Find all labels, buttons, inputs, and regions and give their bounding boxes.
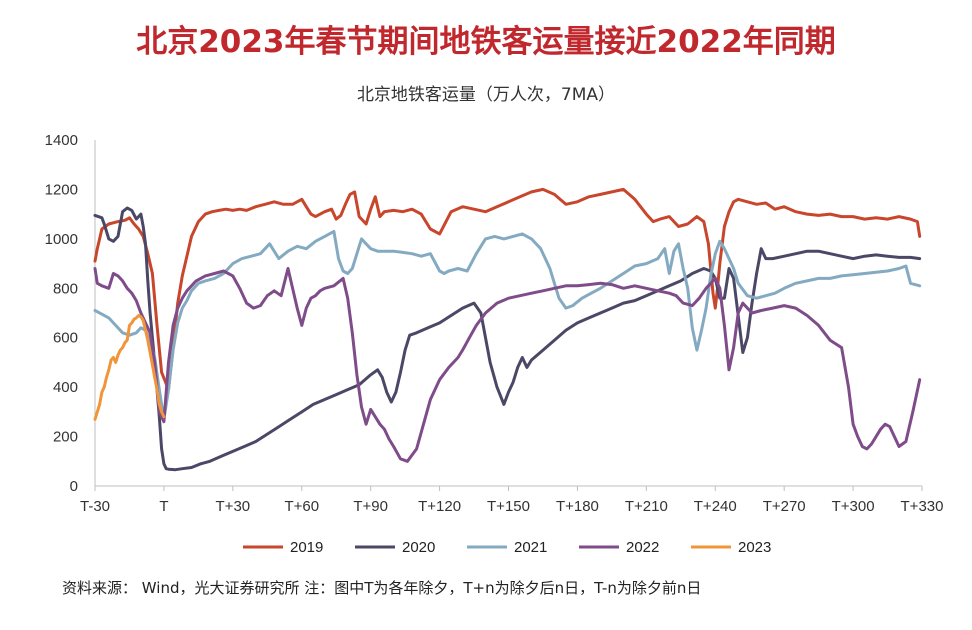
series-lines (93, 187, 922, 472)
source-note: 资料来源： Wind，光大证券研究所 注：图中T为各年除夕，T+n为除夕后n日，… (62, 579, 702, 597)
y-tick-label: 200 (53, 429, 78, 446)
legend-label-2023: 2023 (738, 539, 771, 556)
chart-title: 北京2023年春节期间地铁客运量接近2022年同期 (136, 24, 836, 60)
legend-label-2022: 2022 (626, 539, 659, 556)
y-tick-label: 600 (53, 330, 78, 347)
x-tick-label: T+60 (284, 498, 319, 515)
y-tick-label: 0 (70, 478, 78, 495)
x-tick-label: T+90 (353, 498, 388, 515)
x-tick-label: T+270 (763, 498, 806, 515)
y-tick-label: 800 (53, 280, 78, 297)
series-line-2020 (93, 206, 922, 472)
x-tick-label: T+330 (901, 498, 944, 515)
x-tick-label: T+180 (556, 498, 599, 515)
y-tick-label: 1200 (45, 181, 78, 198)
y-tick-label: 400 (53, 379, 78, 396)
x-tick-label: T+210 (625, 498, 668, 515)
legend-label-2020: 2020 (402, 539, 435, 556)
series-line-2021 (93, 229, 922, 421)
series-line-2023 (93, 314, 166, 421)
series-line-2022 (93, 267, 922, 463)
y-tick-label: 1400 (45, 132, 78, 149)
x-tick-label: T+150 (487, 498, 530, 515)
x-tick-label: T+300 (832, 498, 875, 515)
legend: 2019 2020 2021 2022 2023 (243, 539, 771, 556)
y-tick-label: 1000 (45, 231, 78, 248)
legend-label-2021: 2021 (514, 539, 547, 556)
axes: 0 200 400 600 800 1000 1200 1400 T-30 T T+30 T+60 T+… (45, 132, 944, 515)
x-tick-label: T+120 (418, 498, 461, 515)
chart-subtitle: 北京地铁客运量（万人次，7MA） (356, 85, 616, 105)
legend-label-2019: 2019 (290, 539, 323, 556)
x-tick-label: T-30 (80, 498, 110, 515)
x-tick-label: T+30 (216, 498, 251, 515)
x-tick-label: T+240 (694, 498, 737, 515)
x-tick-label: T (159, 498, 168, 515)
series-line-2019 (93, 187, 922, 392)
